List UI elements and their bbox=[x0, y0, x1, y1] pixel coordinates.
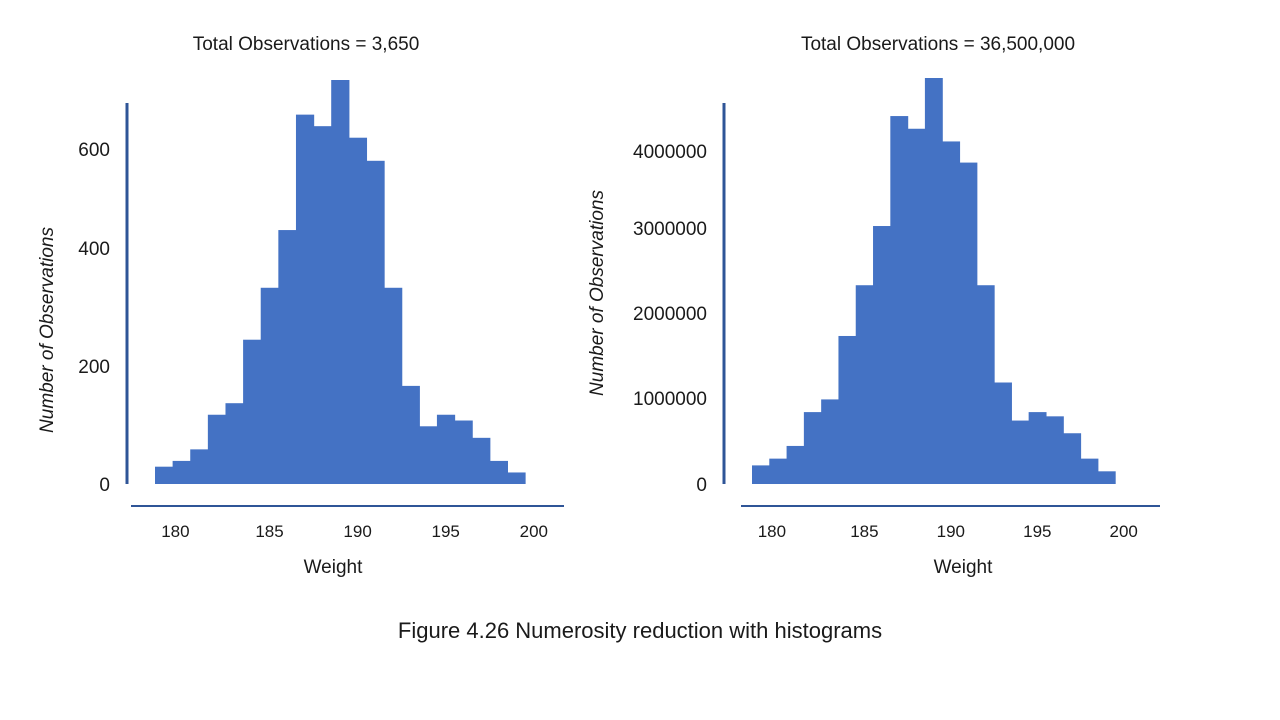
histogram-bar bbox=[890, 116, 909, 484]
histogram-bar bbox=[243, 339, 262, 484]
histogram-bar bbox=[384, 287, 403, 484]
x-tick-label: 185 bbox=[255, 522, 283, 541]
histogram-bar bbox=[401, 385, 420, 484]
histogram-bar bbox=[976, 285, 995, 484]
y-tick-label: 2000000 bbox=[633, 304, 707, 325]
x-tick-label: 200 bbox=[520, 522, 548, 541]
histogram-bar bbox=[419, 426, 438, 484]
histogram-right: 0 1000000 2000000 3000000 4000000 180 185 190 19… bbox=[587, 34, 1160, 578]
histogram-bar bbox=[924, 78, 943, 484]
histogram-bar bbox=[803, 412, 822, 484]
y-tick-label: 400 bbox=[78, 239, 110, 260]
histogram-bar bbox=[472, 437, 491, 484]
histogram-bar bbox=[260, 287, 279, 484]
histogram-bar bbox=[786, 445, 805, 484]
y-tick-label: 0 bbox=[696, 475, 707, 496]
histogram-bar bbox=[278, 230, 297, 484]
histogram-bar bbox=[348, 137, 368, 484]
x-axis-label: Weight bbox=[304, 557, 364, 578]
histogram-bar bbox=[769, 458, 788, 485]
y-tick-label: 0 bbox=[99, 475, 110, 496]
x-tick-label: 200 bbox=[1110, 522, 1138, 541]
y-tick-label: 4000000 bbox=[633, 142, 707, 163]
y-tick-label: 3000000 bbox=[633, 219, 707, 240]
histogram-bar bbox=[1011, 420, 1030, 484]
histogram-bar bbox=[821, 399, 840, 484]
histogram-bar bbox=[873, 226, 891, 484]
histogram-bar bbox=[838, 335, 857, 484]
x-tick-label: 185 bbox=[850, 522, 878, 541]
histogram-bar bbox=[959, 162, 978, 484]
histogram-bar bbox=[155, 466, 174, 484]
x-tick-label: 195 bbox=[432, 522, 460, 541]
x-tick-label: 180 bbox=[758, 522, 786, 541]
histogram-bar bbox=[907, 128, 926, 484]
histogram-bar bbox=[1028, 412, 1047, 484]
histogram-bar bbox=[190, 449, 209, 484]
histogram-bar bbox=[295, 114, 315, 484]
y-tick-label: 200 bbox=[78, 357, 110, 378]
histogram-bar bbox=[207, 414, 227, 484]
histogram-bar bbox=[366, 160, 385, 485]
histogram-bar bbox=[752, 465, 770, 484]
histogram-bar bbox=[1063, 433, 1082, 484]
histogram-bar bbox=[331, 80, 350, 484]
histogram-bar bbox=[436, 414, 456, 484]
chart-title: Total Observations = 36,500,000 bbox=[801, 34, 1075, 55]
histogram-bar bbox=[225, 403, 244, 484]
x-tick-label: 190 bbox=[937, 522, 965, 541]
figure-caption: Figure 4.26 Numerosity reduction with hi… bbox=[397, 618, 883, 643]
x-tick-label: 180 bbox=[161, 522, 189, 541]
histogram-bar bbox=[1097, 471, 1116, 484]
x-tick-label: 190 bbox=[343, 522, 371, 541]
x-tick-label: 195 bbox=[1023, 522, 1051, 541]
histogram-bar bbox=[994, 382, 1012, 484]
chart-title: Total Observations = 3,650 bbox=[193, 34, 420, 55]
y-tick-label: 600 bbox=[78, 140, 110, 161]
histogram-bar bbox=[454, 420, 473, 484]
x-axis-label: Weight bbox=[934, 557, 994, 578]
histogram-bar bbox=[172, 460, 191, 484]
histogram-bar bbox=[313, 126, 332, 485]
histogram-bar bbox=[507, 472, 526, 484]
histogram-left: 0 200 400 600 180 185 190 195 200 Total Observati… bbox=[37, 34, 564, 578]
y-axis-label: Number of Observations bbox=[587, 190, 608, 396]
histogram-bar bbox=[489, 460, 508, 484]
histogram-bar bbox=[942, 141, 961, 484]
histogram-bar bbox=[1080, 458, 1099, 485]
y-tick-label: 1000000 bbox=[633, 389, 707, 410]
y-axis-label: Number of Observations bbox=[37, 227, 58, 433]
histogram-bar bbox=[1045, 416, 1064, 484]
histogram-bar bbox=[855, 285, 874, 484]
